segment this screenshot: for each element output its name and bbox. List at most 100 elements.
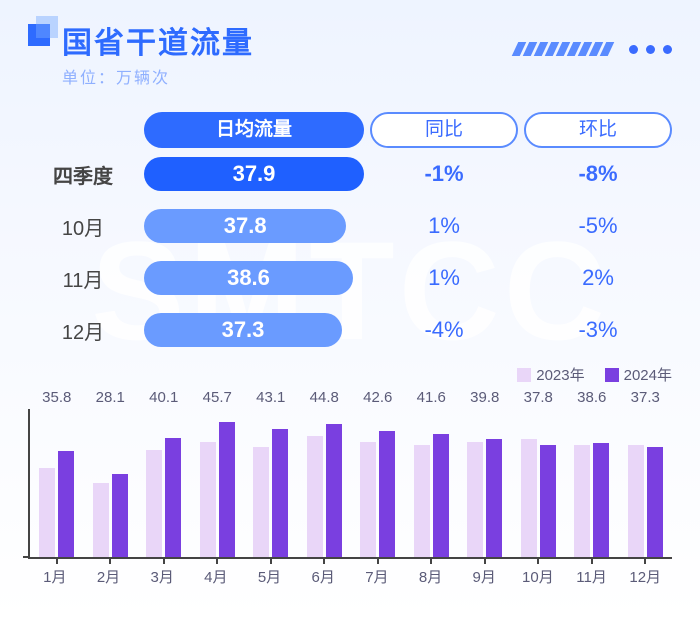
legend-item-2023: 2023年 (517, 364, 584, 385)
chart-legend: 2023年 2024年 (28, 364, 672, 385)
header: 国省干道流量 单位：万辆次 (28, 18, 672, 88)
bar-group: 43.1 (244, 409, 298, 557)
bar (414, 445, 430, 557)
table-row: 10月37.8 1%-5% (28, 200, 672, 252)
table-row: 11月38.61%2% (28, 252, 672, 304)
page-title: 国省干道流量 (62, 18, 254, 62)
table-row: 12月37.3-4%-3% (28, 304, 672, 356)
x-label: 10月 (511, 566, 565, 587)
x-label: 9月 (457, 566, 511, 587)
bar-group: 45.7 (191, 409, 245, 557)
x-label: 8月 (404, 566, 458, 587)
x-label: 1月 (28, 566, 82, 587)
mom-value: -3% (524, 317, 672, 343)
bar (219, 422, 235, 557)
unit-label: 单位：万辆次 (62, 64, 254, 88)
bar (112, 474, 128, 557)
x-axis-tick (430, 557, 432, 564)
data-label: 37.3 (619, 389, 673, 406)
data-label: 28.1 (84, 389, 138, 406)
bar (93, 483, 109, 557)
row-label: 12月 (28, 316, 138, 345)
yoy-value: 1% (370, 265, 518, 291)
x-label: 3月 (135, 566, 189, 587)
mom-value: -5% (524, 213, 672, 239)
data-label: 43.1 (244, 389, 298, 406)
legend-swatch-2023-icon (517, 368, 531, 382)
avg-pill: 37.9 (144, 157, 364, 191)
mom-value: -8% (524, 161, 672, 187)
bar (272, 429, 288, 557)
bar (593, 443, 609, 557)
yoy-value: 1% (370, 213, 518, 239)
x-label: 11月 (565, 566, 619, 587)
data-label: 35.8 (30, 389, 84, 406)
x-axis-tick (163, 557, 165, 564)
x-axis-tick (644, 557, 646, 564)
x-axis-tick (270, 557, 272, 564)
bar (146, 450, 162, 557)
bar-group: 41.6 (405, 409, 459, 557)
col-yoy: 同比 (370, 112, 518, 148)
bar (628, 445, 644, 557)
bar (253, 447, 269, 557)
bar (486, 439, 502, 557)
bar (58, 451, 74, 557)
x-label: 5月 (243, 566, 297, 587)
x-axis-tick (591, 557, 593, 564)
mom-value: 2% (524, 265, 672, 291)
data-label: 37.8 (512, 389, 566, 406)
x-axis-tick (537, 557, 539, 564)
x-label: 7月 (350, 566, 404, 587)
table-row: 四季度37.9-1%-8% (28, 148, 672, 200)
bar (467, 442, 483, 557)
bar (360, 442, 376, 557)
bar (379, 431, 395, 557)
bar (39, 468, 55, 557)
yoy-value: -1% (370, 161, 518, 187)
bar-group: 37.3 (619, 409, 673, 557)
x-axis-tick (377, 557, 379, 564)
bar (326, 424, 342, 557)
legend-item-2024: 2024年 (605, 364, 672, 385)
data-label: 38.6 (565, 389, 619, 406)
x-axis-tick (216, 557, 218, 564)
bar-group: 38.6 (565, 409, 619, 557)
avg-pill: 37.3 (144, 313, 342, 347)
stripes-decoration-icon (515, 42, 611, 56)
x-label: 6月 (296, 566, 350, 587)
x-label: 4月 (189, 566, 243, 587)
bar (433, 434, 449, 557)
data-label: 41.6 (405, 389, 459, 406)
bar (200, 442, 216, 557)
avg-pill: 37.8 (144, 209, 346, 243)
x-label: 12月 (618, 566, 672, 587)
bar (165, 438, 181, 557)
bar-group: 37.8 (512, 409, 566, 557)
x-axis-tick (56, 557, 58, 564)
bar-group: 39.8 (458, 409, 512, 557)
bar (521, 439, 537, 557)
data-label: 40.1 (137, 389, 191, 406)
bar (540, 445, 556, 557)
row-label: 四季度 (28, 160, 138, 189)
col-mom: 环比 (524, 112, 672, 148)
x-axis-tick (109, 557, 111, 564)
bar-group: 42.6 (351, 409, 405, 557)
bar-chart: 35.828.140.145.743.144.842.641.639.837.8… (28, 387, 672, 587)
col-avg: 日均流量 (144, 112, 364, 148)
data-label: 44.8 (298, 389, 352, 406)
row-label: 10月 (28, 212, 138, 241)
y-axis-tick (23, 556, 30, 558)
data-label: 45.7 (191, 389, 245, 406)
bar (574, 445, 590, 557)
bar (307, 436, 323, 557)
title-marker-icon (28, 24, 50, 46)
avg-pill: 38.6 (144, 261, 353, 295)
bar-group: 44.8 (298, 409, 352, 557)
bar-group: 35.8 (30, 409, 84, 557)
table-column-headers: 日均流量 同比 环比 (28, 112, 672, 148)
data-label: 39.8 (458, 389, 512, 406)
x-label: 2月 (82, 566, 136, 587)
x-axis-tick (323, 557, 325, 564)
